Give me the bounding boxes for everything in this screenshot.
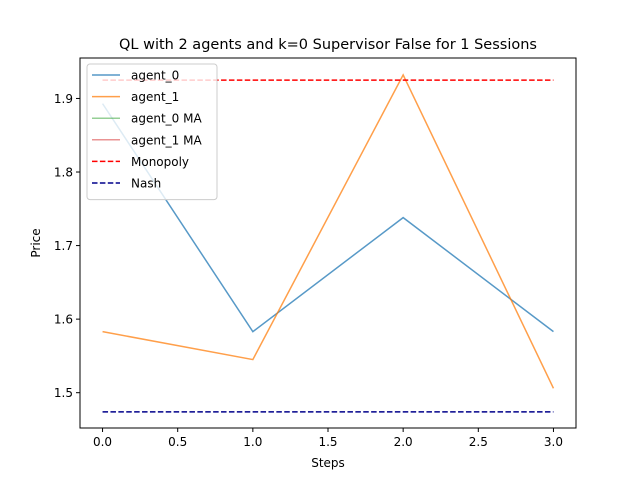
legend-label-monopoly: Monopoly: [131, 155, 189, 169]
legend-label-agent-1: agent_1: [131, 90, 179, 104]
x-tick-label: 2.0: [394, 435, 413, 449]
axis-ticks: 0.0 0.5 1.0 1.5 2.0 2.5 3.0 1.5 1.6 1.7 1.8 1.9: [54, 92, 563, 449]
y-tick-label: 1.9: [54, 92, 73, 106]
y-tick-label: 1.5: [54, 386, 73, 400]
y-tick-label: 1.6: [54, 313, 73, 327]
x-tick-label: 1.0: [243, 435, 262, 449]
x-tick-label: 2.5: [469, 435, 488, 449]
x-tick-label: 3.0: [544, 435, 563, 449]
series-line-agent-1: [102, 73, 555, 389]
legend-label-agent-0-ma: agent_0 MA: [131, 112, 202, 126]
legend: agent_0 agent_1 agent_0 MA agent_1 MA Monopo…: [86, 63, 218, 201]
x-axis-label: Steps: [311, 456, 345, 470]
series-line-agent-0: [101, 103, 554, 333]
x-tick-label: 0.5: [168, 435, 187, 449]
x-tick-label: 1.5: [318, 435, 337, 449]
y-tick-label: 1.7: [54, 239, 73, 253]
legend-label-agent-0: agent_0: [131, 69, 179, 83]
chart-title: QL with 2 agents and k=0 Supervisor Fals…: [119, 37, 537, 53]
legend-label-nash: Nash: [131, 177, 161, 191]
x-tick-label: 0.0: [93, 435, 112, 449]
legend-label-agent-1-ma: agent_1 MA: [131, 133, 202, 147]
legend-box: [86, 63, 218, 201]
y-tick-label: 1.8: [54, 166, 73, 180]
y-axis-label: Price: [29, 228, 43, 257]
